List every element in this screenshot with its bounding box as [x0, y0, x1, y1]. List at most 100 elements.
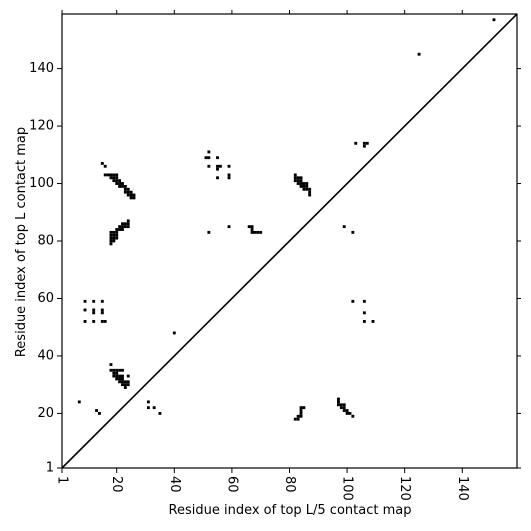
contact-point-upper	[121, 380, 124, 384]
contact-point-lower	[299, 182, 303, 185]
contact-point-lower	[342, 409, 346, 412]
contact-point-upper	[83, 320, 87, 323]
contact-point-lower	[305, 187, 309, 191]
contact-point-lower	[351, 299, 355, 303]
contact-point-upper	[126, 380, 130, 384]
contact-point-upper	[100, 299, 104, 303]
contact-point-upper	[118, 225, 122, 229]
contact-point-lower	[365, 141, 369, 145]
contact-point-upper	[112, 236, 116, 240]
contact-point-upper	[109, 173, 113, 177]
contact-point-upper	[115, 182, 119, 185]
y-tick-label: 40	[37, 348, 54, 363]
contact-point-upper	[103, 164, 107, 168]
contact-point-upper	[172, 331, 176, 335]
contact-point-upper	[118, 184, 122, 188]
y-axis-label: Residue index of top L contact map	[14, 127, 29, 357]
x-axis-ticks: 1 20 40 60 80 100 120 140	[55, 10, 470, 501]
contact-point-upper	[123, 386, 127, 389]
contact-point-upper	[123, 383, 127, 387]
y-tick-label: 1	[46, 461, 54, 476]
contact-point-lower	[371, 320, 375, 323]
contact-point-upper	[129, 196, 133, 200]
diagonal-line	[61, 13, 518, 469]
contact-point-upper	[207, 164, 211, 168]
contact-point-upper	[227, 176, 231, 180]
contact-point-lower	[296, 182, 300, 185]
contact-point-upper	[250, 225, 254, 229]
contact-point-lower	[351, 414, 355, 418]
contact-point-upper	[115, 230, 119, 234]
contact-point-upper	[121, 225, 124, 229]
contact-point-upper	[109, 176, 113, 180]
contact-point-upper	[109, 368, 113, 372]
contact-point-upper	[92, 299, 96, 303]
contact-point-lower	[337, 403, 340, 407]
contact-point-upper	[126, 374, 130, 378]
y-tick-label: 20	[37, 406, 54, 421]
contact-point-upper	[256, 230, 260, 234]
contact-point-upper	[100, 161, 104, 165]
contact-point-lower	[305, 182, 309, 185]
contact-point-lower	[354, 141, 358, 145]
contact-point-upper	[250, 228, 254, 231]
x-tick-label: 140	[455, 476, 470, 501]
contact-point-lower	[337, 400, 340, 404]
contact-point-upper	[112, 371, 116, 375]
contact-point-upper	[118, 182, 122, 185]
contact-point-lower	[362, 311, 366, 315]
contact-point-upper	[126, 219, 130, 223]
contact-point-upper	[126, 222, 130, 226]
contact-point-upper	[98, 411, 101, 415]
contact-point-upper	[227, 225, 231, 229]
contact-point-lower	[293, 173, 297, 177]
contact-point-lower	[308, 187, 312, 191]
contact-point-upper	[121, 368, 124, 372]
contact-point-lower	[362, 299, 366, 303]
contact-point-lower	[342, 225, 346, 229]
contact-point-lower	[296, 414, 300, 418]
contact-point-lower	[342, 406, 346, 410]
contact-point-upper	[112, 239, 116, 243]
contact-point-upper	[121, 228, 124, 231]
contact-point-upper	[121, 182, 124, 185]
contact-point-lower	[299, 176, 303, 180]
contact-point-lower	[299, 184, 303, 188]
x-tick-label: 40	[167, 476, 182, 493]
contact-point-lower	[305, 184, 309, 188]
contact-point-upper	[118, 368, 122, 372]
contact-point-lower	[293, 176, 297, 180]
contact-point-upper	[115, 176, 119, 180]
contact-point-upper	[112, 173, 116, 177]
contact-point-lower	[296, 179, 300, 183]
contact-point-upper	[118, 179, 122, 183]
contact-point-lower	[308, 193, 312, 197]
contact-point-upper	[123, 222, 127, 226]
contact-point-upper	[92, 320, 96, 323]
contact-point-lower	[362, 144, 366, 148]
contact-point-upper	[109, 230, 113, 234]
contact-point-lower	[345, 409, 349, 412]
contact-point-lower	[362, 320, 366, 323]
contact-point-lower	[293, 179, 297, 183]
contact-point-upper	[118, 380, 122, 384]
contact-point-lower	[362, 141, 366, 145]
contact-point-upper	[129, 190, 133, 194]
contact-point-upper	[115, 377, 119, 381]
contact-point-lower	[302, 406, 306, 410]
contact-point-upper	[109, 239, 113, 243]
contact-point-upper	[115, 374, 119, 378]
contact-point-lower	[342, 403, 346, 407]
contact-point-lower	[345, 411, 349, 415]
contact-point-upper	[121, 374, 124, 378]
contact-point-upper	[218, 164, 222, 168]
contact-point-upper	[83, 308, 87, 312]
contact-point-upper	[112, 230, 116, 234]
contact-point-upper	[109, 363, 113, 366]
contact-point-upper	[95, 409, 98, 412]
contact-point-upper	[247, 225, 251, 229]
contact-point-upper	[121, 222, 124, 226]
contact-point-upper	[92, 308, 96, 312]
